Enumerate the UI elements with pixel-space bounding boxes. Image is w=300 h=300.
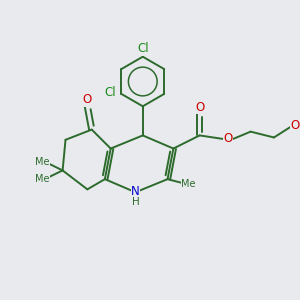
Text: H: H bbox=[132, 196, 140, 207]
Text: Me: Me bbox=[35, 157, 50, 167]
Text: Me: Me bbox=[35, 174, 50, 184]
Text: O: O bbox=[291, 119, 300, 132]
Text: Cl: Cl bbox=[137, 42, 148, 55]
Text: O: O bbox=[224, 132, 233, 146]
Text: O: O bbox=[195, 100, 204, 114]
Text: O: O bbox=[83, 93, 92, 106]
Text: Cl: Cl bbox=[104, 86, 116, 99]
Text: Me: Me bbox=[181, 179, 196, 189]
Text: N: N bbox=[131, 185, 140, 198]
